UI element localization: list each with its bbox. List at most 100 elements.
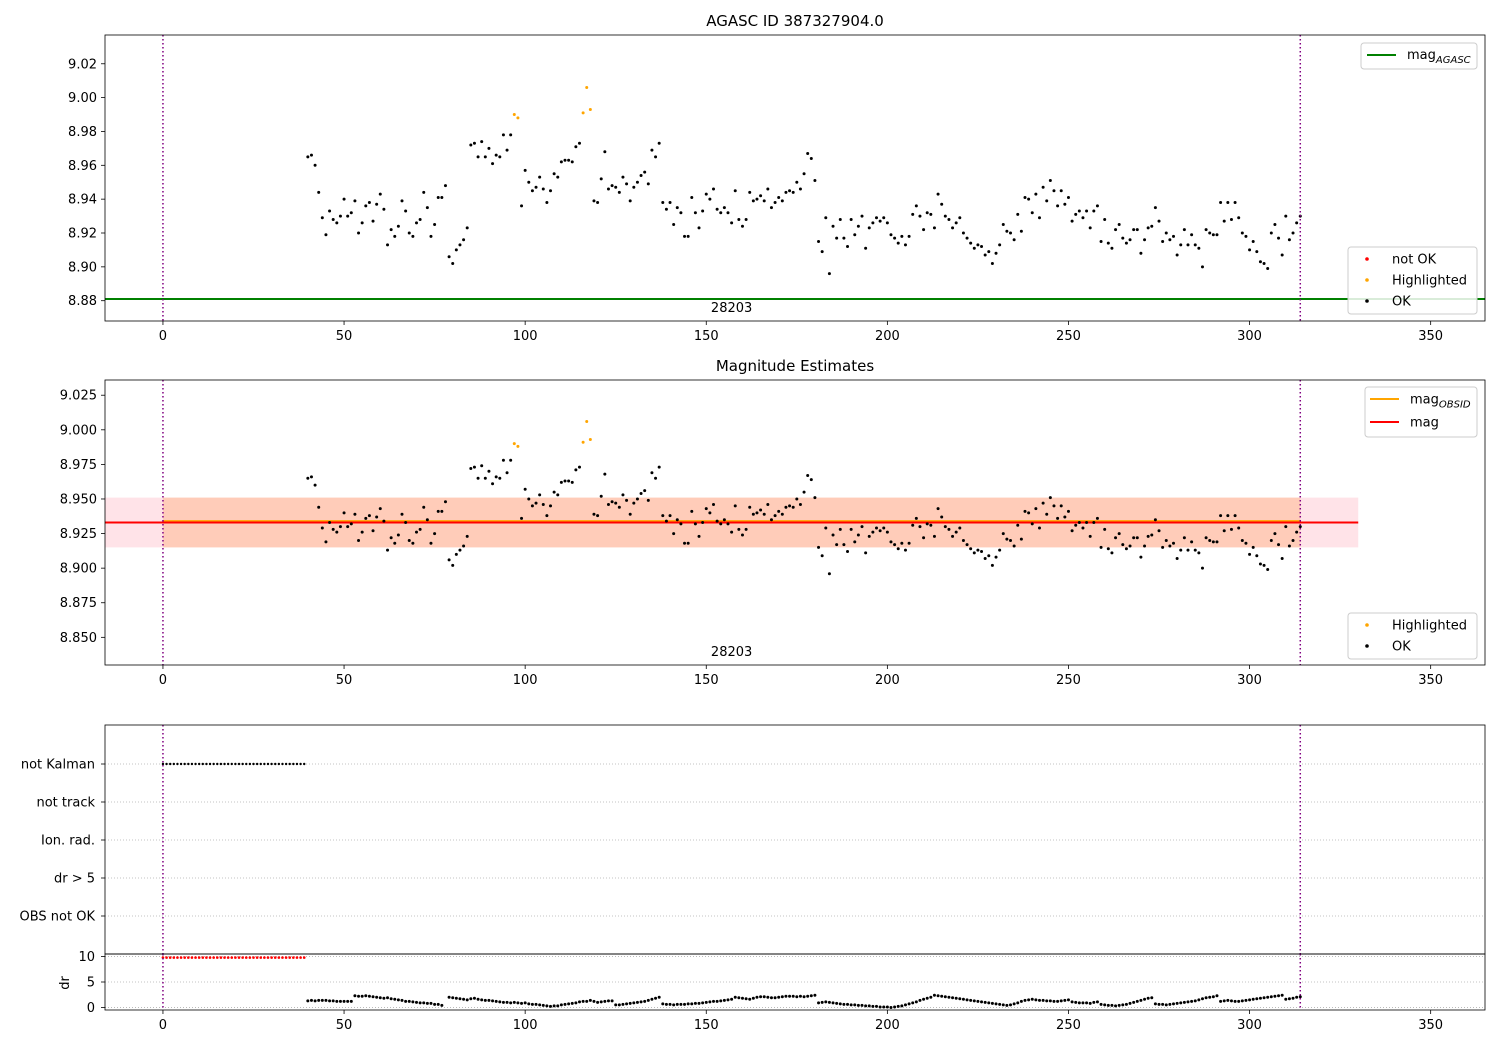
ok-point [1269,995,1273,999]
ok-point [1009,231,1013,235]
ok-point [527,180,531,184]
ok-point [1077,209,1081,213]
ok-point [1023,509,1027,513]
ok-point [617,1003,621,1007]
ok-point [429,234,433,238]
ok-point [567,479,571,483]
ok-point [929,212,933,216]
ok-point [1266,995,1270,999]
ok-point [451,563,455,567]
ok-point [940,515,944,519]
ok-point [1114,536,1118,540]
ok-point [1182,1000,1186,1004]
ok-point [980,1000,984,1004]
ok-point [1172,541,1176,545]
ok-point [643,170,647,174]
ok-point [1128,544,1132,548]
ok-point [534,501,538,505]
ok-point [1056,999,1060,1003]
not-ok-point [230,956,234,959]
ok-point [342,511,346,515]
ok-point [961,997,965,1001]
ok-point [570,1001,574,1005]
plot-frame [104,379,1486,666]
ok-point [762,512,766,516]
ok-point [1161,545,1165,549]
legend-point-swatch [1365,278,1369,282]
not-ok-series [161,956,306,959]
ok-point [827,1000,831,1004]
ok-point [998,548,1002,552]
ok-point [1226,998,1230,1002]
ok-point [856,1003,860,1007]
ok-point [375,995,379,999]
ok-point [324,233,328,237]
ok-point [1233,201,1237,205]
ok-point [447,995,451,999]
ok-point [842,1002,846,1006]
not-ok-point [215,956,219,959]
ok-point [914,1000,918,1004]
ok-point [1255,250,1259,254]
highlighted-point [512,113,516,117]
ok-point [375,202,379,206]
ok-point [838,1002,842,1006]
ok-point [549,504,553,508]
ok-point [1005,229,1009,233]
ok-point [1052,999,1056,1003]
ok-point [1045,512,1049,516]
legend-label: mag [1410,416,1439,431]
ok-point [1074,523,1078,527]
ok-point [523,1001,527,1005]
ok-point [748,997,752,1001]
ok-point [932,534,936,538]
ok-point [527,497,531,501]
ok-point [1197,246,1201,250]
not-ok-point [281,956,284,959]
ok-point [400,998,404,1002]
ok-point [541,187,545,191]
ok-point [846,550,850,554]
ok-point [1095,516,1099,520]
flag-point [292,762,295,766]
flag-category-label: not Kalman [21,758,95,773]
ok-point [1139,998,1143,1002]
ok-point [1280,556,1284,560]
ok-point [476,155,480,159]
ok-point [603,150,607,154]
ok-point [610,500,614,504]
ok-point [425,518,429,522]
ok-point [987,554,991,558]
x-tick-label: 100 [513,673,538,688]
ok-point [469,143,473,147]
ok-point [556,493,560,497]
ok-point [795,497,799,501]
ok-point [1179,1001,1183,1005]
ok-point [780,512,784,516]
ok-point [1240,999,1244,1003]
ok-point [809,994,813,998]
ok-point [1034,998,1038,1002]
highlighted-point [588,107,592,111]
ok-point [357,994,361,998]
ok-point [1150,224,1154,228]
ok-point [1273,223,1277,227]
x-tick-label: 300 [1237,673,1262,688]
highlighted-point [581,111,585,115]
highlighted-point [581,440,585,444]
highlighted-point [512,442,516,446]
not-ok-point [259,956,263,959]
ok-point [1103,527,1107,531]
ok-point [306,999,310,1003]
ok-point [422,505,426,509]
ok-point [375,515,379,519]
ok-point [367,514,371,518]
ok-point [371,219,375,223]
ok-point [744,527,748,531]
ok-point [961,231,965,235]
ok-point [610,999,614,1003]
ok-point [1215,540,1219,544]
ok-point [1081,216,1085,220]
ok-point [737,217,741,221]
highlighted-point [585,420,589,424]
